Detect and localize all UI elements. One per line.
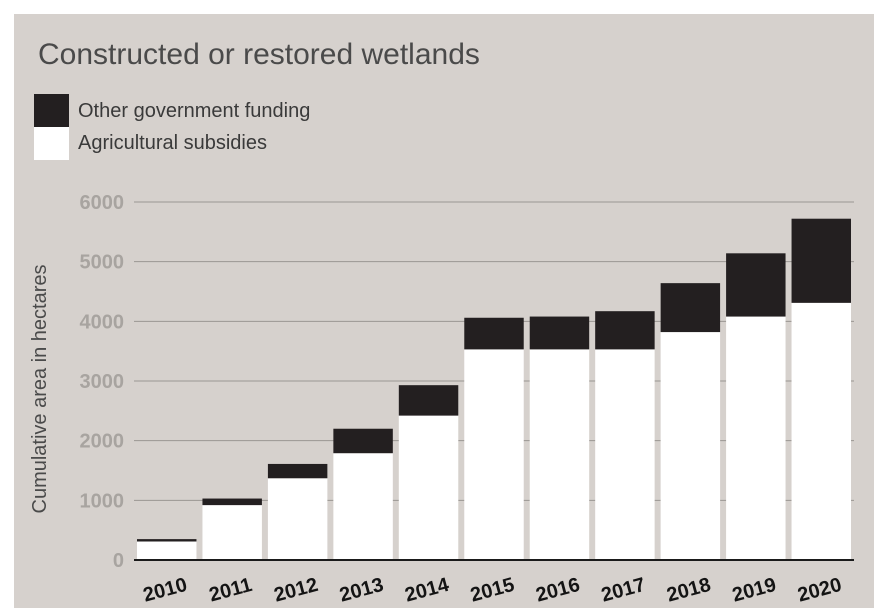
y-tick-label: 6000 — [80, 192, 125, 214]
bar-agricultural-subsidies-2017 — [595, 349, 655, 560]
bar-other-government-funding-2013 — [333, 428, 393, 454]
bar-agricultural-subsidies-2011 — [202, 505, 262, 560]
chart-panel: Constructed or restored wetlands Other g… — [14, 14, 874, 608]
bar-agricultural-subsidies-2012 — [267, 478, 328, 560]
bar-agricultural-subsidies-2013 — [333, 453, 393, 560]
x-tick-label: 2018 — [664, 574, 713, 607]
bar-agricultural-subsidies-2014 — [398, 415, 459, 560]
legend-swatch-other-government-funding — [34, 94, 69, 127]
bar-chart: 0 1000 2000 3000 4000 5000 6000 2010 2011 2012 201… — [29, 192, 854, 607]
bar-agricultural-subsidies-2010 — [137, 541, 197, 560]
bar-other-government-funding-2012 — [267, 463, 328, 479]
legend-swatch-agricultural-subsidies — [34, 127, 69, 160]
y-tick-label: 4000 — [80, 311, 125, 333]
bar-agricultural-subsidies-2018 — [660, 332, 721, 560]
x-tick-label: 2014 — [403, 574, 453, 607]
x-tick-label: 2016 — [534, 574, 583, 607]
bar-other-government-funding-2011 — [202, 498, 262, 506]
bar-agricultural-subsidies-2019 — [726, 316, 786, 560]
x-tick-label: 2017 — [599, 574, 648, 607]
y-tick-label: 1000 — [80, 490, 125, 512]
bar-agricultural-subsidies-2020 — [791, 302, 851, 560]
x-tick-label: 2010 — [141, 574, 190, 607]
y-tick-label: 5000 — [80, 252, 125, 274]
x-tick-label: 2011 — [207, 574, 255, 606]
bar-other-government-funding-2020 — [791, 218, 851, 303]
x-tick-label: 2015 — [468, 574, 517, 607]
bar-other-government-funding-2014 — [398, 385, 459, 416]
x-tick-label: 2020 — [795, 574, 844, 607]
bar-agricultural-subsidies-2016 — [529, 349, 590, 560]
bar-other-government-funding-2017 — [595, 311, 655, 350]
bar-agricultural-subsidies-2015 — [464, 349, 524, 560]
legend-label-other-government-funding: Other government funding — [78, 100, 311, 122]
y-tick-label: 0 — [113, 550, 124, 572]
y-tick-label: 2000 — [80, 431, 125, 453]
bar-other-government-funding-2010 — [137, 539, 197, 542]
chart-title: Constructed or restored wetlands — [38, 38, 480, 71]
x-tick-label: 2019 — [730, 574, 779, 607]
bar-other-government-funding-2018 — [660, 283, 721, 333]
y-tick-label: 3000 — [80, 371, 125, 393]
y-axis-label: Cumulative area in hectares — [29, 264, 51, 513]
x-tick-label: 2013 — [337, 574, 386, 607]
bar-other-government-funding-2015 — [464, 317, 524, 350]
legend-label-agricultural-subsidies: Agricultural subsidies — [78, 132, 267, 154]
x-tick-label: 2012 — [272, 574, 321, 607]
bar-other-government-funding-2016 — [529, 316, 590, 350]
bar-other-government-funding-2019 — [726, 253, 786, 317]
